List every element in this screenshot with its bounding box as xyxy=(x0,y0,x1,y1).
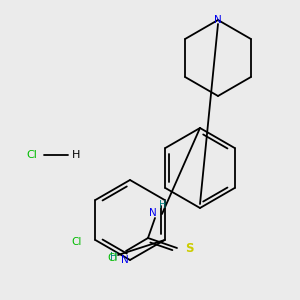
Text: N: N xyxy=(121,255,129,265)
Text: Cl: Cl xyxy=(71,237,81,247)
Text: N: N xyxy=(149,208,157,218)
Text: S: S xyxy=(185,242,193,254)
Text: H: H xyxy=(110,252,118,262)
Text: Cl: Cl xyxy=(27,150,38,160)
Text: Cl: Cl xyxy=(108,253,118,263)
Text: N: N xyxy=(214,15,222,25)
Text: H: H xyxy=(159,200,167,210)
Text: H: H xyxy=(72,150,80,160)
